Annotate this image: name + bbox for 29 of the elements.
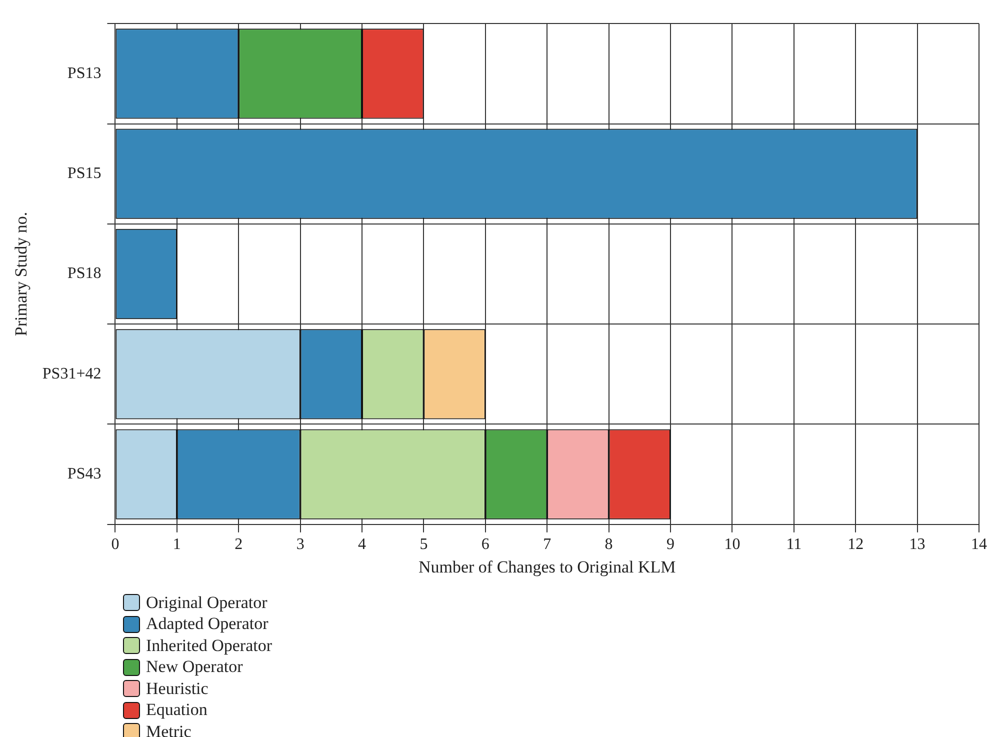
y-tick-label: PS31+42 <box>42 365 102 382</box>
x-tick-label: 8 <box>604 536 613 554</box>
y-tick-label: PS18 <box>67 265 102 282</box>
y-tick-label: PS43 <box>67 466 102 483</box>
legend-label: Equation <box>146 700 208 720</box>
x-tick-label: 5 <box>420 536 428 554</box>
y-axis-title: Primary Study no. <box>12 212 31 336</box>
x-axis-title: Number of Changes to Original KLM <box>418 557 676 576</box>
x-tick-label: 12 <box>848 536 864 554</box>
legend-label: Heuristic <box>146 678 208 699</box>
x-tick-label: 4 <box>358 536 366 554</box>
x-tick-label: 11 <box>786 536 802 554</box>
x-tick-label: 7 <box>543 536 552 554</box>
legend-label: Inherited Operator <box>146 636 272 656</box>
legend-label: New Operator <box>146 657 243 678</box>
x-tick-label: 10 <box>724 536 740 554</box>
legend-label: Adapted Operator <box>146 614 268 634</box>
x-tick-label: 0 <box>111 536 120 554</box>
x-tick-label: 13 <box>909 536 926 554</box>
x-tick-label: 9 <box>666 536 675 554</box>
y-tick-label: PS13 <box>67 64 102 82</box>
x-tick-label: 3 <box>296 536 304 554</box>
legend-label: Metric <box>146 722 192 737</box>
x-tick-label: 1 <box>172 536 181 554</box>
y-tick-label: PS15 <box>67 165 102 182</box>
x-tick-label: 2 <box>234 536 243 554</box>
x-tick-label: 6 <box>481 536 490 554</box>
legend-label: Original Operator <box>146 592 268 613</box>
x-tick-label: 14 <box>971 536 987 554</box>
